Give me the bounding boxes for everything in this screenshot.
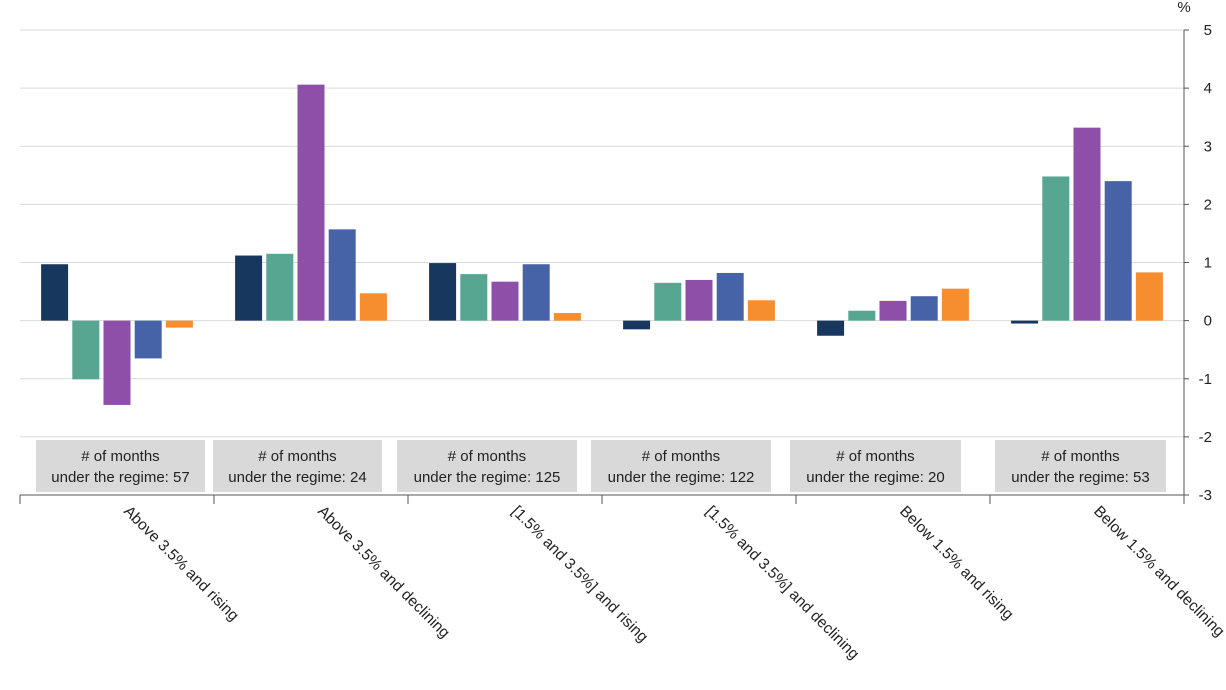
bar: [328, 229, 356, 321]
bar: [817, 320, 845, 336]
bar: [429, 263, 457, 321]
y-tick-label: 2: [1204, 196, 1212, 213]
bar: [685, 279, 713, 321]
bar: [235, 255, 263, 321]
bar: [747, 300, 775, 321]
regime-annotation-line1: # of months: [448, 448, 526, 465]
regime-annotation-box: [397, 440, 577, 492]
category-label: Below 1.5% and rising: [896, 503, 1016, 623]
bar: [460, 274, 488, 321]
y-tick-label: -2: [1199, 429, 1212, 446]
bar: [72, 320, 100, 380]
bar: [553, 313, 581, 321]
y-axis-unit-label: %: [1177, 0, 1190, 16]
y-tick-label: 4: [1204, 80, 1212, 97]
regime-annotation-line2: under the regime: 20: [806, 469, 944, 486]
regime-annotation-line1: # of months: [1041, 448, 1119, 465]
regime-annotation-line2: under the regime: 125: [414, 469, 561, 486]
bar: [103, 320, 131, 405]
bar: [491, 281, 519, 321]
gridlines: [20, 29, 1184, 438]
bar: [134, 320, 162, 359]
regime-annotation-line1: # of months: [81, 448, 159, 465]
regime-annotation-box: [591, 440, 771, 492]
bar: [879, 300, 907, 321]
bar: [297, 84, 325, 321]
y-tick-label: -1: [1199, 371, 1212, 388]
category-label: Below 1.5% and declining: [1090, 503, 1226, 641]
bar: [1042, 176, 1070, 321]
regime-annotation-box: [995, 440, 1166, 492]
bar: [716, 272, 744, 321]
bar: [654, 282, 682, 321]
regime-annotation-line1: # of months: [642, 448, 720, 465]
category-label: Above 3.5% and rising: [120, 503, 242, 625]
regime-annotation-box: [213, 440, 382, 492]
y-tick-label: 3: [1204, 138, 1212, 155]
regime-annotation-line1: # of months: [258, 448, 336, 465]
regime-annotation-box: [790, 440, 961, 492]
category-label: [1.5% and 3.5%] and rising: [508, 503, 651, 646]
bar: [848, 310, 876, 321]
regime-annotation-line2: under the regime: 53: [1011, 469, 1149, 486]
bar: [1104, 181, 1132, 321]
bar: [941, 288, 969, 321]
bars: [41, 84, 1163, 405]
bar: [359, 293, 387, 321]
bar: [1135, 272, 1163, 321]
bar: [1073, 127, 1101, 321]
bar: [266, 253, 294, 321]
regime-annotation-box: [36, 440, 205, 492]
regime-annotation-line1: # of months: [836, 448, 914, 465]
bar: [165, 320, 193, 328]
bar: [910, 296, 938, 321]
regime-annotation-line2: under the regime: 24: [228, 469, 366, 486]
y-tick-label: 1: [1204, 255, 1212, 272]
y-tick-label: 5: [1204, 22, 1212, 39]
axes: 5 4 3 2 1 0 -1 -2 -3 Above 3.5% and rising Above 3…: [19, 22, 1226, 663]
bar: [623, 320, 651, 330]
regime-annotation-line2: under the regime: 122: [608, 469, 755, 486]
category-label: [1.5% and 3.5%] and declining: [702, 503, 862, 663]
category-label: Above 3.5% and declining: [314, 503, 453, 642]
bar: [41, 264, 69, 321]
regime-annotation-line2: under the regime: 57: [51, 469, 189, 486]
y-tick-label: 0: [1204, 313, 1212, 330]
regime-annotations: # of months under the regime: 57 # of mont…: [36, 440, 1166, 492]
bar: [1011, 320, 1039, 324]
y-tick-label: -3: [1199, 487, 1212, 504]
bar: [522, 264, 550, 321]
